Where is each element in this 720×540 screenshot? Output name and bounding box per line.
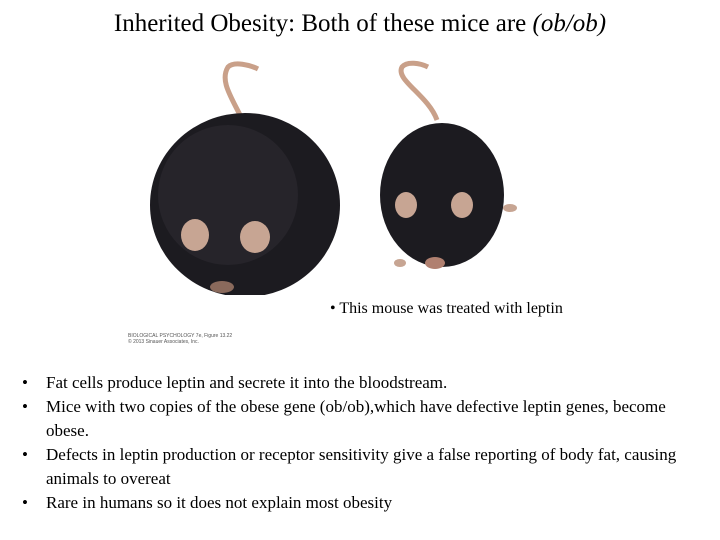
credit-line: © 2013 Sinauer Associates, Inc. bbox=[128, 339, 199, 345]
bullet: Rare in humans so it does not explain mo… bbox=[22, 491, 696, 515]
bullet: Mice with two copies of the obese gene (… bbox=[22, 395, 696, 443]
title-italic: (ob/ob) bbox=[532, 10, 607, 37]
slide-title: Inherited Obesity: Both of these mice ar… bbox=[0, 10, 720, 38]
caption-list: • This mouse was treated with leptin bbox=[330, 300, 563, 318]
bullet: Defects in leptin production or receptor… bbox=[22, 443, 696, 491]
bullet-list: Fat cells produce leptin and secrete it … bbox=[22, 371, 696, 515]
credit-line: BIOLOGICAL PSYCHOLOGY 7e, Figure 13.22 bbox=[128, 333, 233, 339]
caption: • This mouse was treated with leptin bbox=[330, 300, 563, 317]
figure-credit: BIOLOGICAL PSYCHOLOGY 7e, Figure 13.22 ©… bbox=[128, 333, 232, 345]
bullet: Fat cells produce leptin and secrete it … bbox=[22, 371, 696, 395]
title-text: Inherited Obesity: Both of these mice ar… bbox=[113, 10, 527, 37]
mice-photo bbox=[150, 60, 517, 295]
caption-text: This mouse was treated with leptin bbox=[339, 300, 563, 317]
